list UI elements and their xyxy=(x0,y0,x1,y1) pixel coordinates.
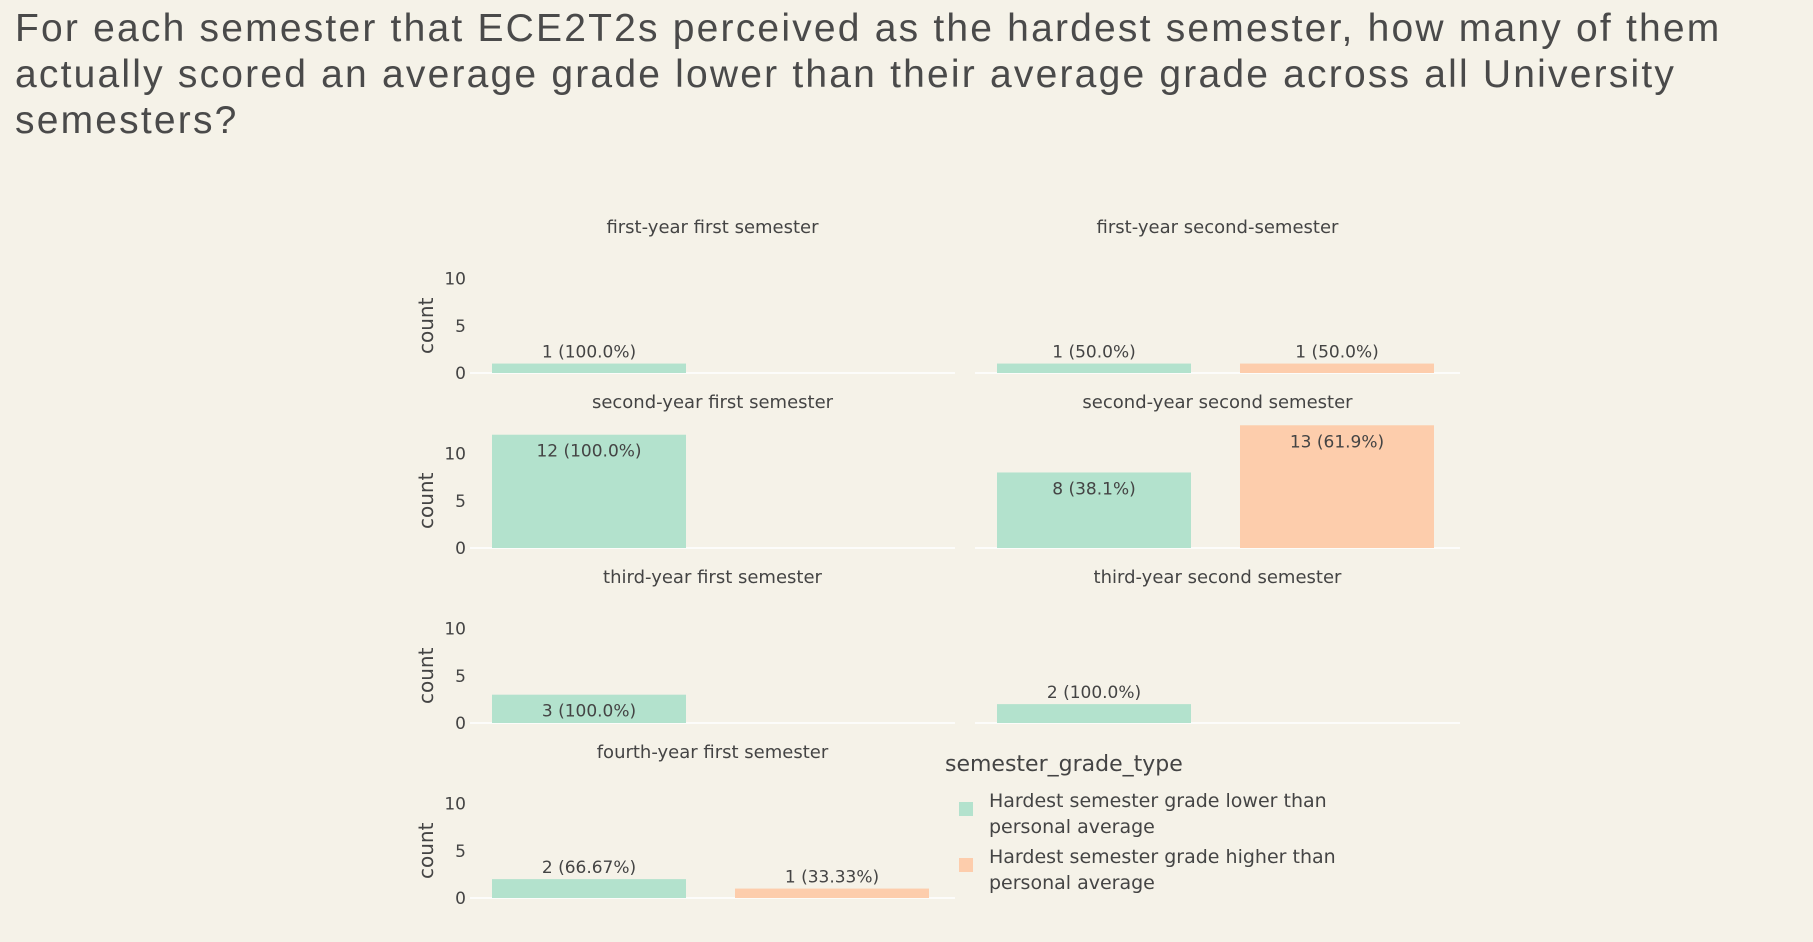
bar-label: 13 (61.9%) xyxy=(1290,432,1384,452)
y-tick-label: 5 xyxy=(455,842,466,862)
page-title: For each semester that ECE2T2s perceived… xyxy=(15,7,1722,142)
y-tick-label: 10 xyxy=(444,270,466,290)
bar xyxy=(1240,363,1434,373)
legend-swatch-higher xyxy=(959,858,973,872)
facet-title: fourth-year first semester xyxy=(597,742,829,763)
bar xyxy=(997,363,1191,373)
y-axis-label: count xyxy=(414,297,438,354)
y-axis-label: count xyxy=(414,647,438,704)
bar xyxy=(997,472,1191,548)
bar xyxy=(492,694,686,723)
bar xyxy=(997,704,1191,723)
y-tick-label: 0 xyxy=(455,539,466,559)
legend-title: semester_grade_type xyxy=(945,752,1183,777)
y-tick-label: 0 xyxy=(455,889,466,909)
y-axis-label: count xyxy=(414,822,438,879)
bar xyxy=(1240,425,1434,548)
y-axis-label: count xyxy=(414,472,438,529)
legend-label-higher: Hardest semester grade higher than perso… xyxy=(989,846,1336,894)
facet-title: third-year second semester xyxy=(1094,567,1343,588)
bar-label: 1 (33.33%) xyxy=(785,868,879,888)
legend-item-higher[interactable]: Hardest semester grade higher than perso… xyxy=(945,844,1365,896)
legend-swatch-lower xyxy=(959,802,973,816)
bar-label: 2 (100.0%) xyxy=(1047,683,1141,703)
bar-label: 2 (66.67%) xyxy=(542,858,636,878)
bar-label: 1 (50.0%) xyxy=(1052,343,1136,363)
y-tick-label: 0 xyxy=(455,714,466,734)
facet-title: first-year first semester xyxy=(606,217,819,238)
y-tick-label: 10 xyxy=(444,445,466,465)
facet-title: second-year first semester xyxy=(592,392,834,413)
facet-title: third-year first semester xyxy=(603,567,823,588)
legend-item-lower[interactable]: Hardest semester grade lower than person… xyxy=(945,788,1365,840)
bar-label: 12 (100.0%) xyxy=(536,442,641,462)
bar-label: 3 (100.0%) xyxy=(542,702,636,722)
legend-label-lower: Hardest semester grade lower than person… xyxy=(989,790,1327,838)
bar xyxy=(492,434,686,548)
bar xyxy=(735,888,929,898)
facet-title: first-year second-semester xyxy=(1097,217,1339,238)
y-tick-label: 5 xyxy=(455,492,466,512)
bar-label: 1 (50.0%) xyxy=(1295,343,1379,363)
bar-label: 8 (38.1%) xyxy=(1052,479,1136,499)
y-tick-label: 5 xyxy=(455,667,466,687)
y-tick-label: 5 xyxy=(455,317,466,337)
facet-title: second-year second semester xyxy=(1082,392,1353,413)
bar xyxy=(492,879,686,898)
y-tick-label: 0 xyxy=(455,364,466,384)
legend: semester_grade_type Hardest semester gra… xyxy=(945,752,1365,900)
bar-label: 1 (100.0%) xyxy=(542,343,636,363)
y-tick-label: 10 xyxy=(444,620,466,640)
y-tick-label: 10 xyxy=(444,795,466,815)
bar xyxy=(492,363,686,373)
